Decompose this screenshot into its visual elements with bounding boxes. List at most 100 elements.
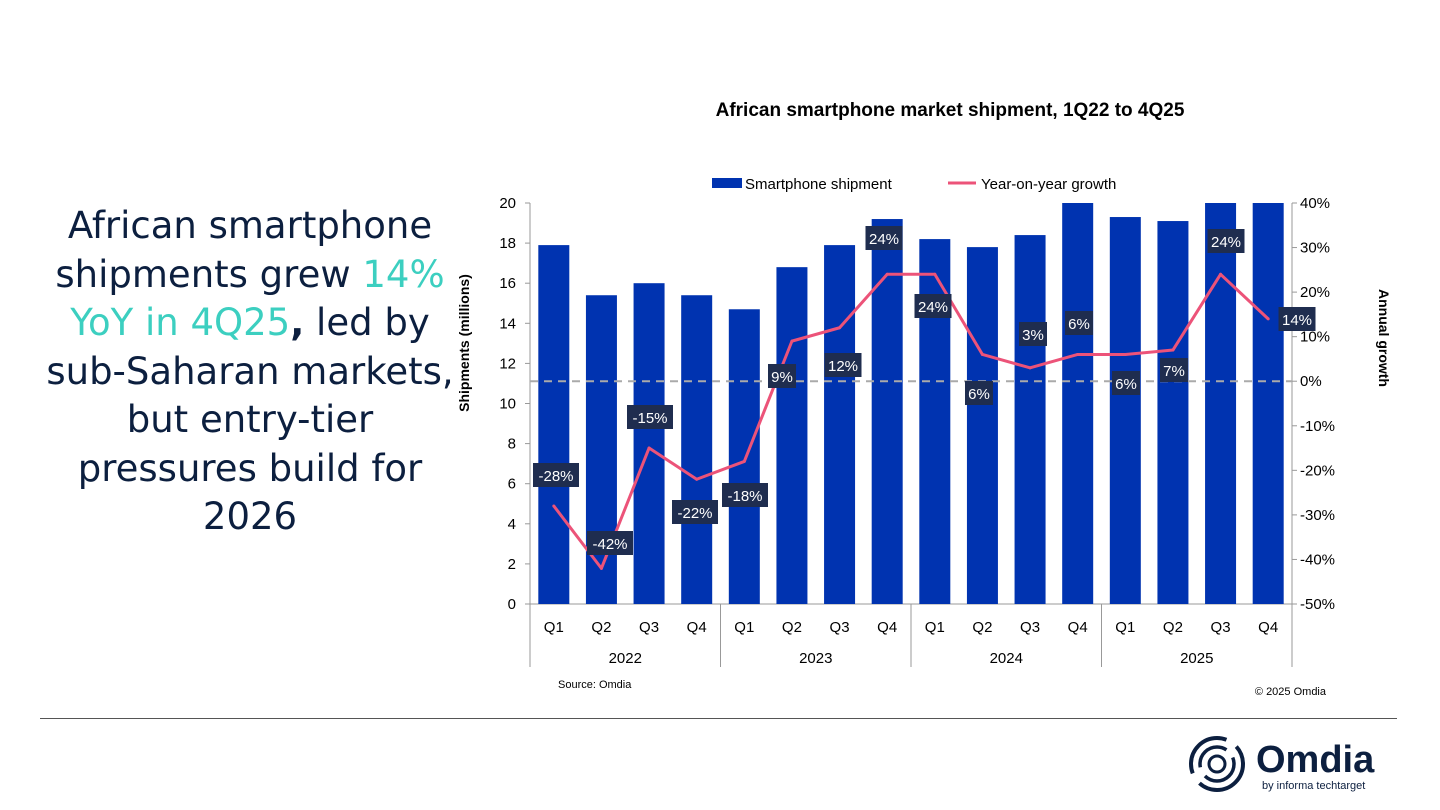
y2-tick-label: -30% [1300, 507, 1335, 524]
headline-comma: , [290, 301, 305, 344]
x-tick-label: Q1 [544, 619, 564, 636]
data-label-box [1160, 358, 1188, 382]
data-label-box [722, 483, 768, 507]
x-tick-label: Q1 [925, 619, 945, 636]
y-tick-label: 4 [508, 516, 516, 533]
y2-tick-label: 0% [1300, 373, 1322, 390]
bar [1252, 203, 1284, 604]
bar [538, 245, 570, 605]
bar [824, 245, 856, 605]
x-tick-label: Q1 [734, 619, 754, 636]
x-tick-label: Q3 [1211, 619, 1231, 636]
data-label: 24% [1211, 234, 1241, 251]
y2-tick-label: -20% [1300, 462, 1335, 479]
growth-point [1076, 352, 1080, 356]
x-tick-label: Q3 [1020, 619, 1040, 636]
y-tick-label: 14 [499, 315, 516, 332]
x-tick-label: Q4 [687, 619, 707, 636]
data-label-box [824, 353, 862, 377]
bar [728, 309, 760, 604]
growth-point [933, 272, 937, 276]
legend-bar-swatch [712, 178, 742, 188]
bar [1014, 235, 1046, 604]
bar [1205, 203, 1237, 604]
x-group-label: 2022 [609, 650, 642, 667]
data-label: 6% [1115, 376, 1137, 393]
data-label: 6% [1068, 316, 1090, 333]
x-tick-label: Q2 [972, 619, 992, 636]
x-tick-label: Q3 [639, 619, 659, 636]
data-label-box [1278, 307, 1316, 331]
y-tick-label: 18 [499, 235, 516, 252]
data-label: -15% [632, 410, 667, 427]
growth-point [790, 339, 794, 343]
bar [871, 219, 903, 605]
growth-point [838, 326, 842, 330]
copyright: © 2025 Omdia [1255, 686, 1327, 698]
data-label: 7% [1163, 363, 1185, 380]
bar [966, 247, 998, 605]
bar [585, 295, 617, 604]
x-tick-label: Q1 [1115, 619, 1135, 636]
data-label: -42% [592, 536, 627, 553]
growth-point [1123, 352, 1127, 356]
growth-point [1171, 348, 1175, 352]
logo-wordmark: Omdia [1256, 739, 1375, 781]
data-label-box [1065, 311, 1093, 335]
bar [1062, 203, 1094, 604]
legend-line-label: Year-on-year growth [981, 176, 1116, 193]
headline-text: African smartphone shipments grew [55, 204, 433, 296]
data-label: 14% [1282, 312, 1312, 329]
growth-point [742, 459, 746, 463]
y-axis-title: Shipments (millions) [456, 274, 472, 412]
growth-point [552, 504, 556, 508]
omdia-logo-icon [1189, 736, 1245, 792]
data-label-box [672, 500, 718, 524]
data-label: 3% [1022, 327, 1044, 344]
x-tick-label: Q3 [830, 619, 850, 636]
growth-line [552, 272, 1270, 570]
growth-point [885, 272, 889, 276]
data-label-box [768, 364, 796, 388]
legend-bar-label: Smartphone shipment [745, 176, 893, 193]
growth-point [695, 477, 699, 481]
y2-tick-label: 20% [1300, 284, 1330, 301]
y2-tick-label: 30% [1300, 240, 1330, 257]
x-tick-label: Q4 [877, 619, 897, 636]
headline-text-2: led by sub-Saharan markets, but entry-ti… [46, 301, 454, 538]
data-label: -28% [538, 468, 573, 485]
growth-point [1028, 366, 1032, 370]
headline: African smartphone shipments grew 14% Yo… [40, 202, 460, 542]
logo-tagline: by informa techtarget [1262, 780, 1365, 792]
y2-tick-label: 40% [1300, 195, 1330, 212]
data-label: 6% [968, 386, 990, 403]
growth-point [647, 446, 651, 450]
bar [776, 267, 808, 604]
y-tick-label: 10 [499, 396, 516, 413]
y-tick-label: 2 [508, 556, 516, 573]
x-group-label: 2025 [1180, 650, 1213, 667]
y-tick-label: 12 [499, 355, 516, 372]
data-label-box [865, 226, 903, 250]
data-label-box [1019, 322, 1047, 346]
x-tick-label: Q2 [1163, 619, 1183, 636]
data-label-box [914, 294, 952, 318]
data-label: -18% [727, 488, 762, 505]
growth-point [1266, 317, 1270, 321]
bar [1109, 217, 1141, 604]
x-group-label: 2023 [799, 650, 832, 667]
data-label: 12% [828, 358, 858, 375]
y2-tick-label: -40% [1300, 551, 1335, 568]
y-tick-label: 6 [508, 476, 516, 493]
data-label: -22% [677, 505, 712, 522]
x-tick-label: Q4 [1068, 619, 1088, 636]
y-tick-label: 20 [499, 195, 516, 212]
x-tick-label: Q4 [1258, 619, 1278, 636]
y-tick-label: 8 [508, 436, 516, 453]
data-label-box [587, 531, 633, 555]
growth-point [599, 566, 603, 570]
omdia-logo: Omdia by informa techtarget [1189, 736, 1375, 792]
bar [1157, 221, 1189, 605]
y2-axis-title: Annual growth [1376, 289, 1392, 387]
data-label: 24% [918, 299, 948, 316]
